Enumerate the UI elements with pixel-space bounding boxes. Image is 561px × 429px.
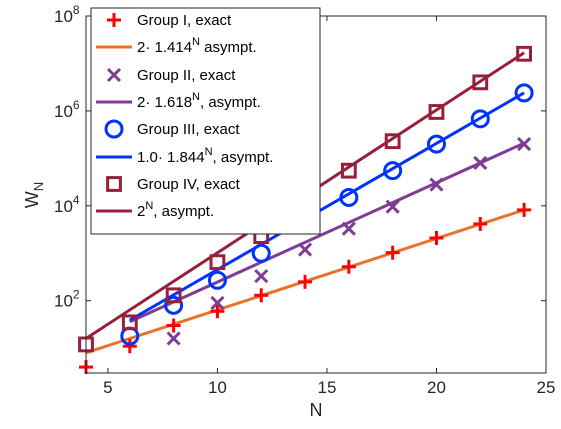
data-point <box>122 339 137 354</box>
legend-item-3: Group II, exact <box>106 67 236 84</box>
data-point <box>385 199 400 214</box>
ticks-layer: 5 10 15 20 25 102 104 106 108 <box>54 3 555 397</box>
x-tick-label: 5 <box>103 378 112 397</box>
data-point <box>341 259 356 274</box>
legend-item-8: 2N, asympt. <box>96 200 214 220</box>
legend-marker <box>106 67 122 83</box>
data-point <box>339 187 359 207</box>
y-tick-label: 104 <box>54 193 80 216</box>
data-point <box>426 134 446 154</box>
legend-label: 1.0· 1.844N, asympt. <box>137 146 273 166</box>
data-point <box>428 104 445 120</box>
legend-item-1: Group I, exact <box>107 12 232 29</box>
legend-item-5: Group III, exact <box>104 119 240 139</box>
legend-item-4: 2· 1.618N, asympt. <box>96 91 261 111</box>
legend-item-2: 2· 1.414N asympt. <box>96 36 257 56</box>
y-axis-label: WN <box>22 182 46 208</box>
series-6 <box>129 91 525 322</box>
legend-label: Group II, exact <box>137 67 236 84</box>
legend-marker <box>104 119 124 139</box>
y-axis-label-main: W <box>22 191 42 208</box>
data-point <box>473 216 488 231</box>
legend-marker <box>106 176 122 192</box>
legend-label: Group III, exact <box>137 121 240 138</box>
y-axis-label-subscript: N <box>31 182 46 191</box>
legend-label: 2N, asympt. <box>137 200 214 220</box>
data-point <box>473 155 488 171</box>
data-point <box>209 254 226 271</box>
data-point <box>340 162 357 179</box>
data-point <box>429 177 444 192</box>
data-point <box>210 295 225 310</box>
data-point <box>517 202 532 217</box>
data-point <box>516 45 532 62</box>
data-point <box>121 314 138 331</box>
data-point <box>254 269 269 284</box>
series-4 <box>129 141 525 324</box>
data-point <box>514 83 534 103</box>
data-point <box>383 161 403 181</box>
data-point <box>341 221 356 236</box>
legend-marker <box>107 13 121 27</box>
series-layer <box>78 45 534 375</box>
y-tick-label: 102 <box>54 288 80 311</box>
data-point <box>429 230 444 245</box>
legend: Group I, exact 2· 1.414N asympt. Group II,… <box>90 7 321 235</box>
x-tick-label: 25 <box>537 378 556 397</box>
data-point <box>254 288 269 303</box>
data-point <box>166 331 181 346</box>
legend-label: 2· 1.618N, asympt. <box>137 91 261 111</box>
series-line <box>129 91 525 322</box>
y-tick-label: 108 <box>54 3 80 26</box>
data-point <box>210 304 225 319</box>
data-point <box>207 270 227 290</box>
series-3 <box>166 137 532 346</box>
data-point <box>385 245 400 260</box>
data-point <box>165 287 182 304</box>
data-point <box>297 242 313 257</box>
series-line <box>129 141 525 324</box>
data-point <box>470 109 490 129</box>
data-point <box>166 318 181 333</box>
data-point <box>517 137 532 152</box>
data-point <box>251 243 271 263</box>
x-tick-label: 10 <box>208 378 227 397</box>
legend-label: Group I, exact <box>137 12 232 29</box>
svg-text:WN: WN <box>22 182 46 208</box>
data-point <box>472 74 489 91</box>
legend-item-7: Group IV, exact <box>106 176 241 193</box>
data-point <box>298 274 313 289</box>
data-point <box>164 295 184 315</box>
legend-item-6: 1.0· 1.844N, asympt. <box>96 146 273 166</box>
x-tick-label: 20 <box>427 378 446 397</box>
x-tick-label: 15 <box>317 378 336 397</box>
legend-label: 2· 1.414N asympt. <box>137 36 257 56</box>
legend-label: Group IV, exact <box>137 176 241 193</box>
y-tick-label: 106 <box>54 98 80 121</box>
data-point <box>384 133 401 150</box>
x-axis-label: N <box>310 400 323 420</box>
